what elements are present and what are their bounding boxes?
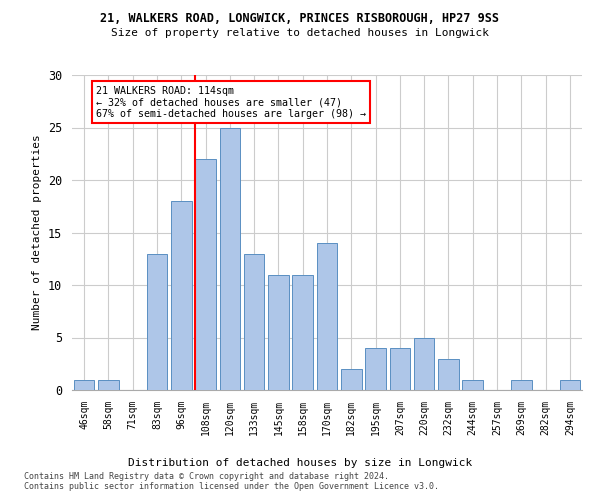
Bar	[414, 338, 434, 390]
Bar	[511, 380, 532, 390]
Bar	[292, 274, 313, 390]
Text: 21, WALKERS ROAD, LONGWICK, PRINCES RISBOROUGH, HP27 9SS: 21, WALKERS ROAD, LONGWICK, PRINCES RISB…	[101, 12, 499, 26]
Bar	[171, 201, 191, 390]
Bar	[389, 348, 410, 390]
Text: Distribution of detached houses by size in Longwick: Distribution of detached houses by size …	[128, 458, 472, 468]
Bar	[268, 274, 289, 390]
Bar	[98, 380, 119, 390]
Bar	[463, 380, 483, 390]
Bar	[365, 348, 386, 390]
Bar	[74, 380, 94, 390]
Bar	[244, 254, 265, 390]
Bar	[341, 369, 362, 390]
Text: Contains public sector information licensed under the Open Government Licence v3: Contains public sector information licen…	[24, 482, 439, 491]
Bar	[146, 254, 167, 390]
Bar	[317, 243, 337, 390]
Bar	[195, 159, 216, 390]
Bar	[220, 128, 240, 390]
Bar	[560, 380, 580, 390]
Bar	[438, 358, 459, 390]
Text: Contains HM Land Registry data © Crown copyright and database right 2024.: Contains HM Land Registry data © Crown c…	[24, 472, 389, 481]
Text: 21 WALKERS ROAD: 114sqm
← 32% of detached houses are smaller (47)
67% of semi-de: 21 WALKERS ROAD: 114sqm ← 32% of detache…	[96, 86, 366, 118]
Text: Size of property relative to detached houses in Longwick: Size of property relative to detached ho…	[111, 28, 489, 38]
Y-axis label: Number of detached properties: Number of detached properties	[32, 134, 43, 330]
